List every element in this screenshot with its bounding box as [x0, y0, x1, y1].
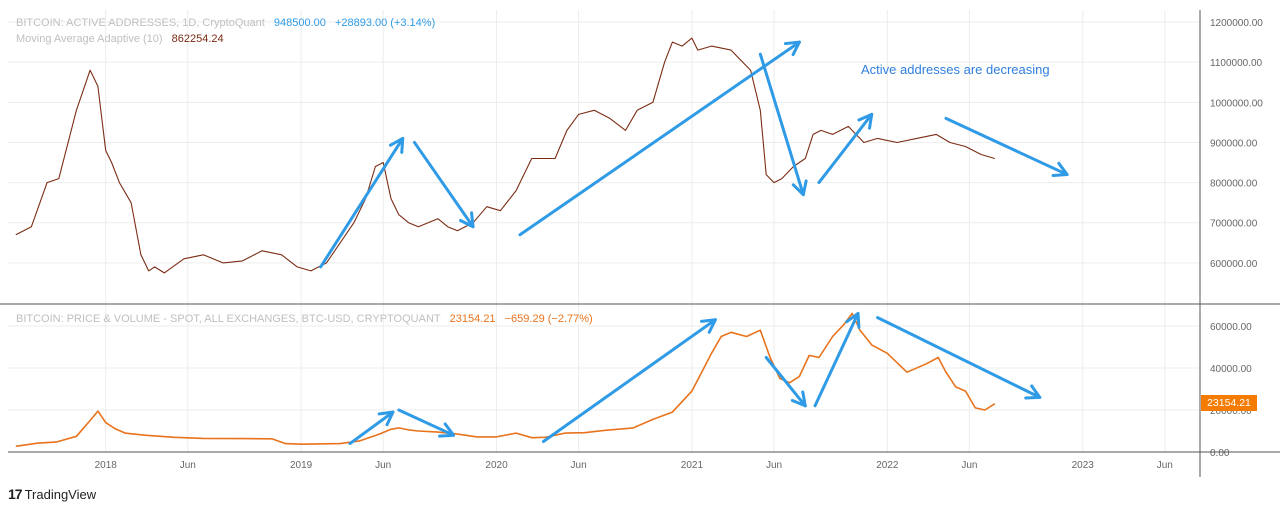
y-tick-label: 20000.00: [1210, 406, 1252, 417]
moving-average-legend: Moving Average Adaptive (10) 862254.24: [16, 33, 230, 45]
price-legend: BITCOIN: PRICE & VOLUME - SPOT, ALL EXCH…: [16, 313, 599, 325]
x-tick-label: Jun: [1157, 460, 1173, 471]
y-tick-label: 700000.00: [1210, 219, 1258, 230]
y-tick-label: 600000.00: [1210, 259, 1258, 270]
y-tick-label: 1000000.00: [1210, 98, 1263, 109]
trend-arrow-head: [857, 112, 874, 130]
ma-label: Moving Average Adaptive (10): [16, 33, 163, 45]
trend-arrow-head: [377, 410, 395, 427]
trend-arrow: [758, 52, 805, 197]
y-tick-label: 1100000.00: [1210, 58, 1263, 69]
trend-arrow: [518, 40, 801, 237]
x-tick-label: 2021: [681, 460, 704, 471]
trend-arrow: [944, 116, 1069, 177]
trend-arrow: [764, 356, 807, 408]
tradingview-brand[interactable]: 17 TradingView: [8, 486, 96, 502]
legend-title: BITCOIN: ACTIVE ADDRESSES, 1D, CryptoQua…: [16, 17, 265, 29]
trend-arrow-head: [438, 422, 456, 438]
price-legend-change: −659.29 (−2.77%): [504, 313, 593, 325]
x-tick-label: 2023: [1072, 460, 1095, 471]
ma-value: 862254.24: [171, 33, 224, 45]
trend-arrow: [412, 140, 475, 229]
trend-arrow: [397, 408, 456, 437]
trend-arrow-head: [790, 390, 807, 408]
active-addresses-legend: BITCOIN: ACTIVE ADDRESSES, 1D, CryptoQua…: [16, 17, 441, 29]
legend-change: +28893.00 (+3.14%): [334, 17, 436, 29]
trend-arrow-head: [699, 318, 717, 334]
y-tick-label: 40000.00: [1210, 364, 1252, 375]
x-tick-label: Jun: [375, 460, 391, 471]
trend-arrow: [319, 136, 405, 269]
legend-value: 948500.00: [273, 17, 326, 29]
x-tick-label: Jun: [961, 460, 977, 471]
x-tick-label: Jun: [571, 460, 587, 471]
brand-name: TradingView: [24, 486, 97, 502]
x-tick-label: 2022: [876, 460, 899, 471]
tradingview-logo-icon: 17: [8, 486, 23, 502]
trend-arrow-head: [783, 40, 801, 57]
trend-arrow-head: [845, 311, 861, 329]
y-tick-label: 900000.00: [1210, 138, 1258, 149]
y-tick-label: 800000.00: [1210, 179, 1258, 190]
x-tick-label: 2019: [290, 460, 313, 471]
chart-annotation: Active addresses are decreasing: [861, 62, 1050, 77]
x-tick-label: Jun: [766, 460, 782, 471]
y-tick-label: 0.00: [1210, 448, 1230, 459]
trend-arrow: [541, 318, 717, 443]
price-legend-value: 23154.21: [449, 313, 496, 325]
trend-arrow-head: [791, 179, 808, 197]
trend-arrow-head: [459, 211, 475, 229]
price-legend-title: BITCOIN: PRICE & VOLUME - SPOT, ALL EXCH…: [16, 313, 441, 325]
trend-arrow: [876, 316, 1042, 399]
trend-arrow: [813, 311, 860, 408]
trend-arrow: [817, 112, 874, 185]
x-tick-label: 2018: [95, 460, 118, 471]
btc-price-line: [15, 312, 996, 448]
x-tick-label: Jun: [180, 460, 196, 471]
trend-arrow-head: [1051, 161, 1069, 177]
trend-arrow-head: [388, 136, 405, 154]
active-addresses-line: [15, 37, 995, 274]
x-tick-label: 2020: [485, 460, 508, 471]
y-tick-label: 60000.00: [1210, 322, 1252, 333]
y-tick-label: 1200000.00: [1210, 18, 1263, 29]
trend-arrow-head: [1024, 384, 1042, 400]
last-price-badge: 23154.21: [1201, 395, 1257, 411]
trend-arrow: [348, 410, 395, 446]
